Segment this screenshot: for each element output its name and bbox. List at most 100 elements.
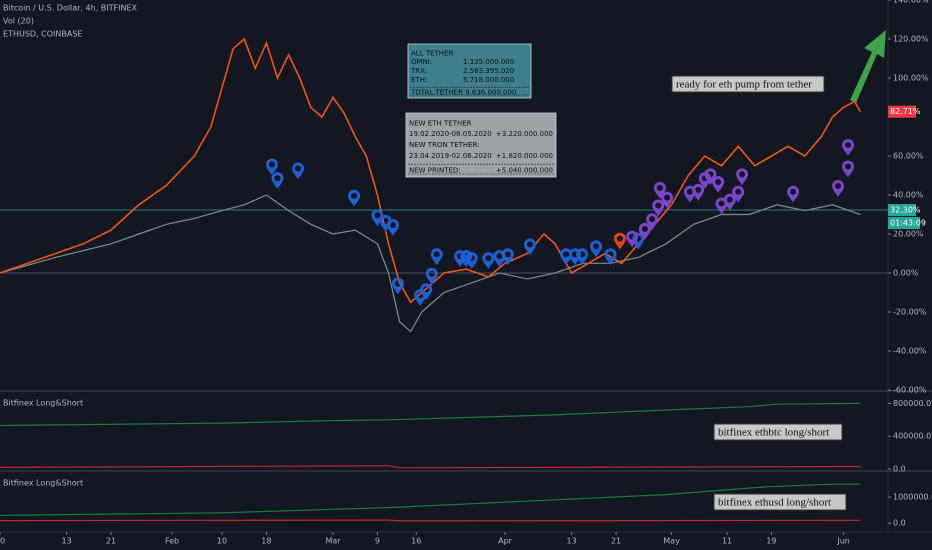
event-marker (524, 238, 537, 256)
event-marker (652, 199, 665, 217)
box-value: 1.335.000.000 (463, 58, 514, 66)
event-marker (386, 218, 399, 236)
box-label: 23.04.2019-02.06.2020 (409, 152, 492, 160)
price-tag (888, 105, 916, 118)
x-tick-label: 9 (375, 537, 380, 546)
event-marker (271, 172, 284, 190)
y-tick-label: -40.00% (893, 347, 927, 356)
event-marker (712, 176, 725, 194)
event-marker (653, 181, 666, 199)
y-tick-label: 140.00% (893, 0, 929, 5)
y-tick-label: 0.0 (893, 519, 906, 528)
y-tick-label: 40.00% (893, 191, 924, 200)
event-marker (425, 267, 438, 285)
event-marker (391, 277, 404, 295)
x-tick-label: 18 (261, 537, 271, 546)
countdown: 01:43:09 (890, 219, 926, 228)
pane-title: Bitcoin / U.S. Dollar, 4h, BITFINEX (3, 4, 138, 13)
x-tick-label: 19 (766, 537, 776, 546)
event-marker (613, 232, 626, 250)
x-tick-label: 21 (106, 537, 116, 546)
event-marker (661, 191, 674, 209)
box-value: +5.040.000.000 (496, 167, 553, 175)
pane-title: Bitfinex Long&Short (3, 479, 83, 488)
event-marker (348, 189, 361, 207)
price-tag-label: 82.71% (890, 107, 921, 116)
box-label: OMNI: (411, 58, 432, 66)
event-marker (732, 185, 745, 203)
event-marker (842, 139, 855, 156)
x-tick-label: 21 (611, 537, 621, 546)
event-marker (420, 283, 433, 301)
countdown-tag (888, 217, 920, 230)
arrow (850, 30, 886, 103)
box-value: 2.583.395.020 (463, 67, 514, 75)
event-marker (292, 162, 305, 180)
volume-legend: Vol (20) (3, 17, 34, 26)
box-heading: NEW ETH TETHER (409, 119, 472, 127)
note: bitfinex ethbtc long/short (718, 427, 829, 439)
x-tick-label: Jun (836, 537, 850, 546)
box-label: NEW PRINTED: (409, 167, 461, 175)
pane-title: Bitfinex Long&Short (3, 399, 83, 408)
event-marker (692, 183, 705, 201)
event-marker (736, 168, 749, 186)
series-line (0, 519, 861, 522)
price-tag (888, 204, 916, 217)
event-marker (590, 240, 603, 258)
x-tick-label: May (663, 537, 680, 546)
y-tick-label: 1000000.0 (893, 493, 932, 502)
note-box (713, 423, 843, 441)
x-tick-label: 13 (62, 537, 72, 546)
box-value: +1.820.000.000 (496, 152, 553, 160)
event-marker (842, 160, 855, 178)
y-tick-label: 0.0 (893, 465, 906, 474)
event-marker (576, 248, 589, 266)
series-legend: ETHUSD, COINBASE (3, 30, 82, 39)
box-value: +3.220.000.000 (496, 130, 553, 138)
y-tick-label: 120.00% (893, 35, 929, 44)
series-line (0, 483, 861, 516)
box-label: ETH: (411, 76, 427, 84)
note-box (713, 493, 847, 511)
event-marker (560, 248, 573, 266)
y-tick-label: 60.00% (893, 152, 924, 161)
event-marker (787, 185, 800, 203)
price-tag-label: 32.30% (890, 206, 921, 215)
event-marker (626, 230, 639, 248)
y-tick-label: 800000.0 (893, 399, 931, 408)
series-line (0, 465, 861, 469)
event-marker (704, 168, 717, 186)
note: ready for eth pump from tether (676, 79, 812, 91)
y-tick-label: 400000.0 (893, 432, 931, 441)
event-marker (430, 248, 443, 266)
x-tick-label: 20 (0, 537, 5, 546)
event-marker (723, 193, 736, 211)
box-value: 5.718.000.000 (463, 76, 514, 84)
box-label: TRX: (410, 67, 427, 75)
y-tick-label: 0.00% (893, 269, 919, 278)
event-marker (482, 252, 495, 270)
x-tick-label: Feb (165, 537, 179, 546)
event-marker (265, 158, 278, 176)
y-tick-label: 20.00% (893, 230, 924, 239)
x-tick-label: 13 (567, 537, 577, 546)
info-box (405, 112, 557, 178)
series-line (0, 402, 861, 427)
x-tick-label: Apr (498, 537, 513, 546)
note: bitfinex ethusd long/short (718, 497, 831, 509)
note-box (671, 75, 825, 93)
event-marker (371, 209, 384, 227)
event-marker (646, 213, 659, 231)
event-marker (832, 179, 845, 197)
y-tick-label: 100.00% (893, 74, 929, 83)
box-label: 19.02.2020-08.05.2020 (409, 130, 492, 138)
event-marker (379, 215, 392, 233)
event-marker (604, 248, 617, 266)
x-tick-label: Mar (325, 537, 341, 546)
x-tick-label: 11 (722, 537, 732, 546)
series-line (0, 37, 862, 304)
series-line (0, 194, 861, 333)
x-tick-label: 16 (411, 537, 421, 546)
